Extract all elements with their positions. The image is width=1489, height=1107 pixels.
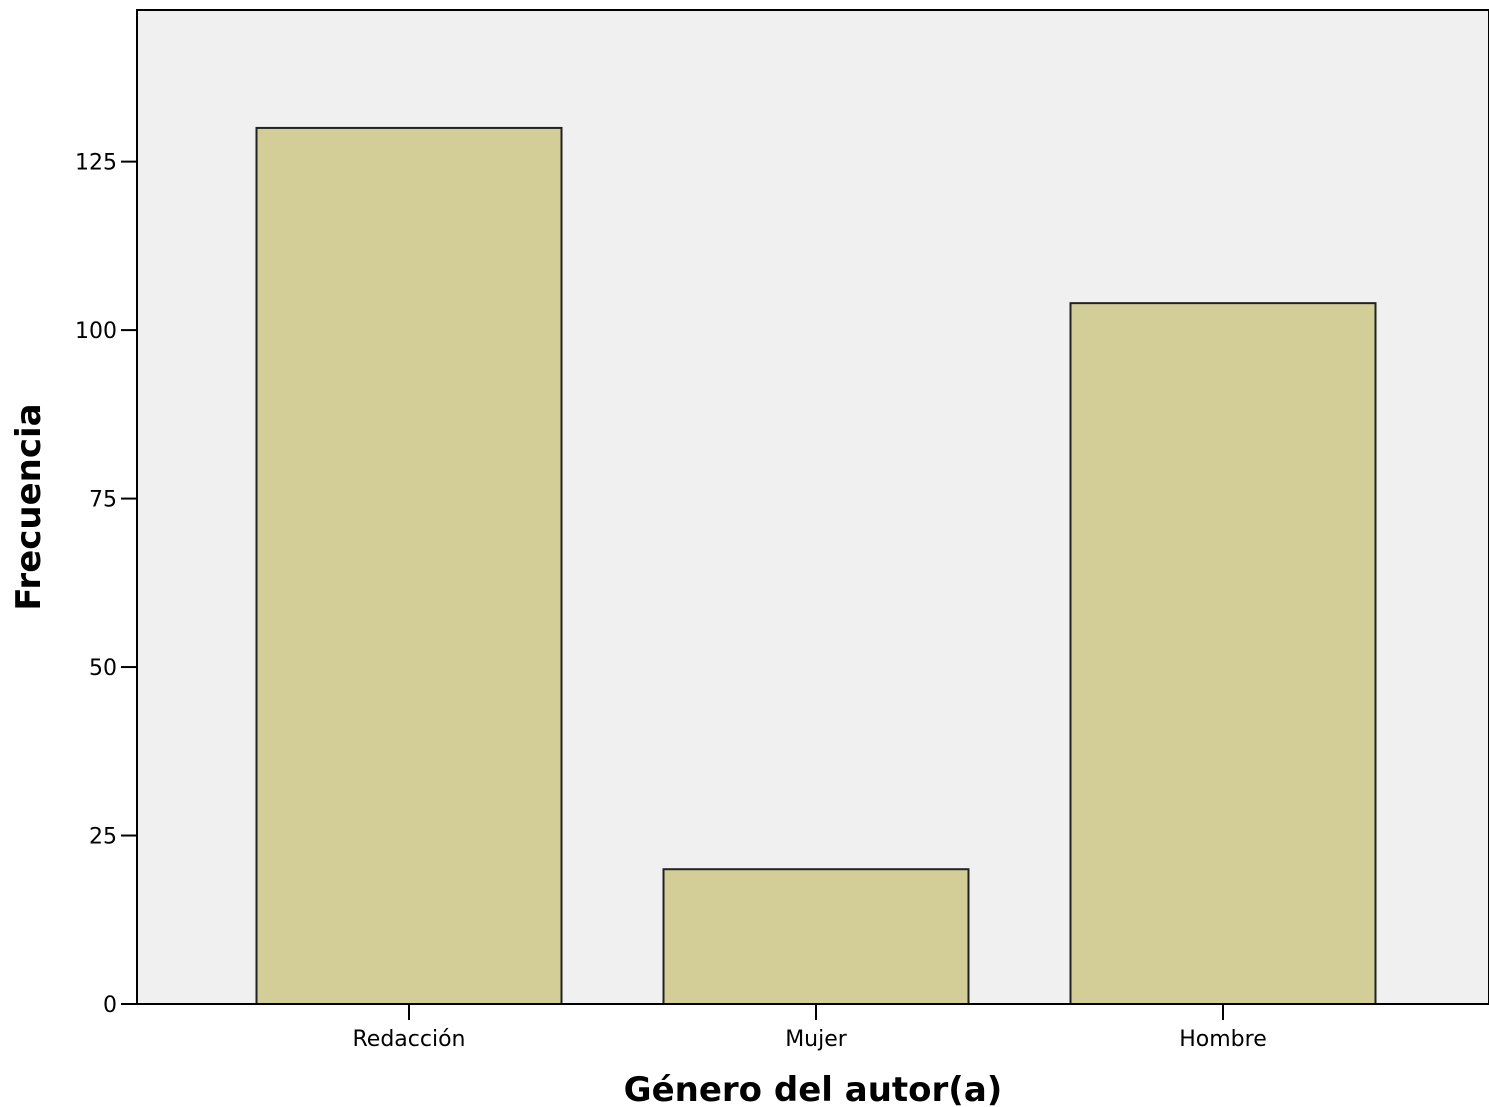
y-tick-label: 0: [103, 993, 117, 1018]
y-axis-title: Frecuencia: [9, 403, 49, 610]
bar-1: [662, 868, 970, 1005]
x-tick-label: Hombre: [1179, 1027, 1267, 1052]
x-tick-label: Mujer: [785, 1027, 848, 1052]
x-axis-ticks: Redacción Mujer Hombre: [353, 1004, 1267, 1052]
bars-group: [255, 126, 1377, 1006]
y-axis-ticks: 0 25 50 75 100 125: [75, 151, 137, 1018]
y-tick-label: 125: [75, 151, 117, 176]
y-tick-label: 25: [89, 825, 117, 850]
bar-0: [255, 126, 563, 1006]
y-tick-label: 50: [89, 656, 117, 681]
x-axis-title: Género del autor(a): [624, 1070, 1003, 1107]
y-tick-label: 75: [89, 488, 117, 513]
bar-2: [1069, 302, 1377, 1005]
x-tick-label: Redacción: [353, 1027, 466, 1052]
y-tick-label: 100: [75, 319, 117, 344]
